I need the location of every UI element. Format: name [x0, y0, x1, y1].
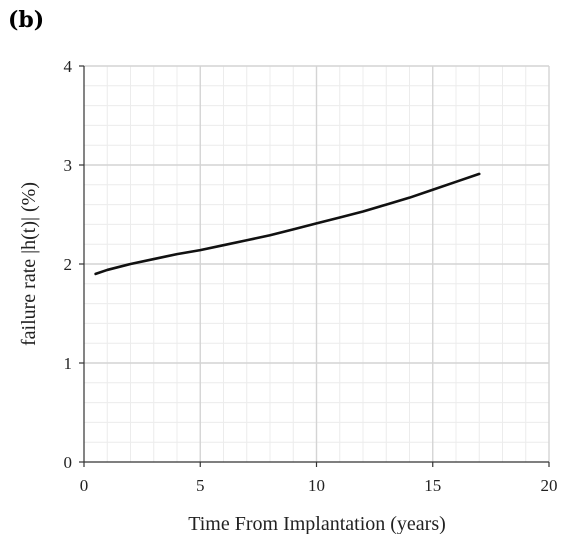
y-tick-label: 1 — [64, 354, 73, 373]
x-tick-label: 15 — [424, 476, 441, 495]
series-layer — [94, 172, 481, 276]
x-axis-title: Time From Implantation (years) — [188, 513, 446, 534]
series-line-0 — [94, 172, 481, 276]
tick-labels: 0 5 10 15 20 0 1 2 3 4 — [64, 57, 558, 495]
y-axis-title: failure rate |h(t)| (%) — [18, 182, 40, 346]
y-tick-label: 3 — [64, 156, 73, 175]
x-tick-label: 10 — [308, 476, 325, 495]
x-tick-label: 20 — [541, 476, 558, 495]
axes — [79, 65, 550, 467]
y-tick-label: 2 — [64, 255, 73, 274]
x-tick-label: 5 — [196, 476, 205, 495]
grid — [84, 65, 550, 462]
panel-label: (b) — [8, 7, 44, 33]
x-tick-label: 0 — [80, 476, 89, 495]
y-tick-label: 4 — [64, 57, 73, 76]
y-tick-label: 0 — [64, 453, 73, 472]
